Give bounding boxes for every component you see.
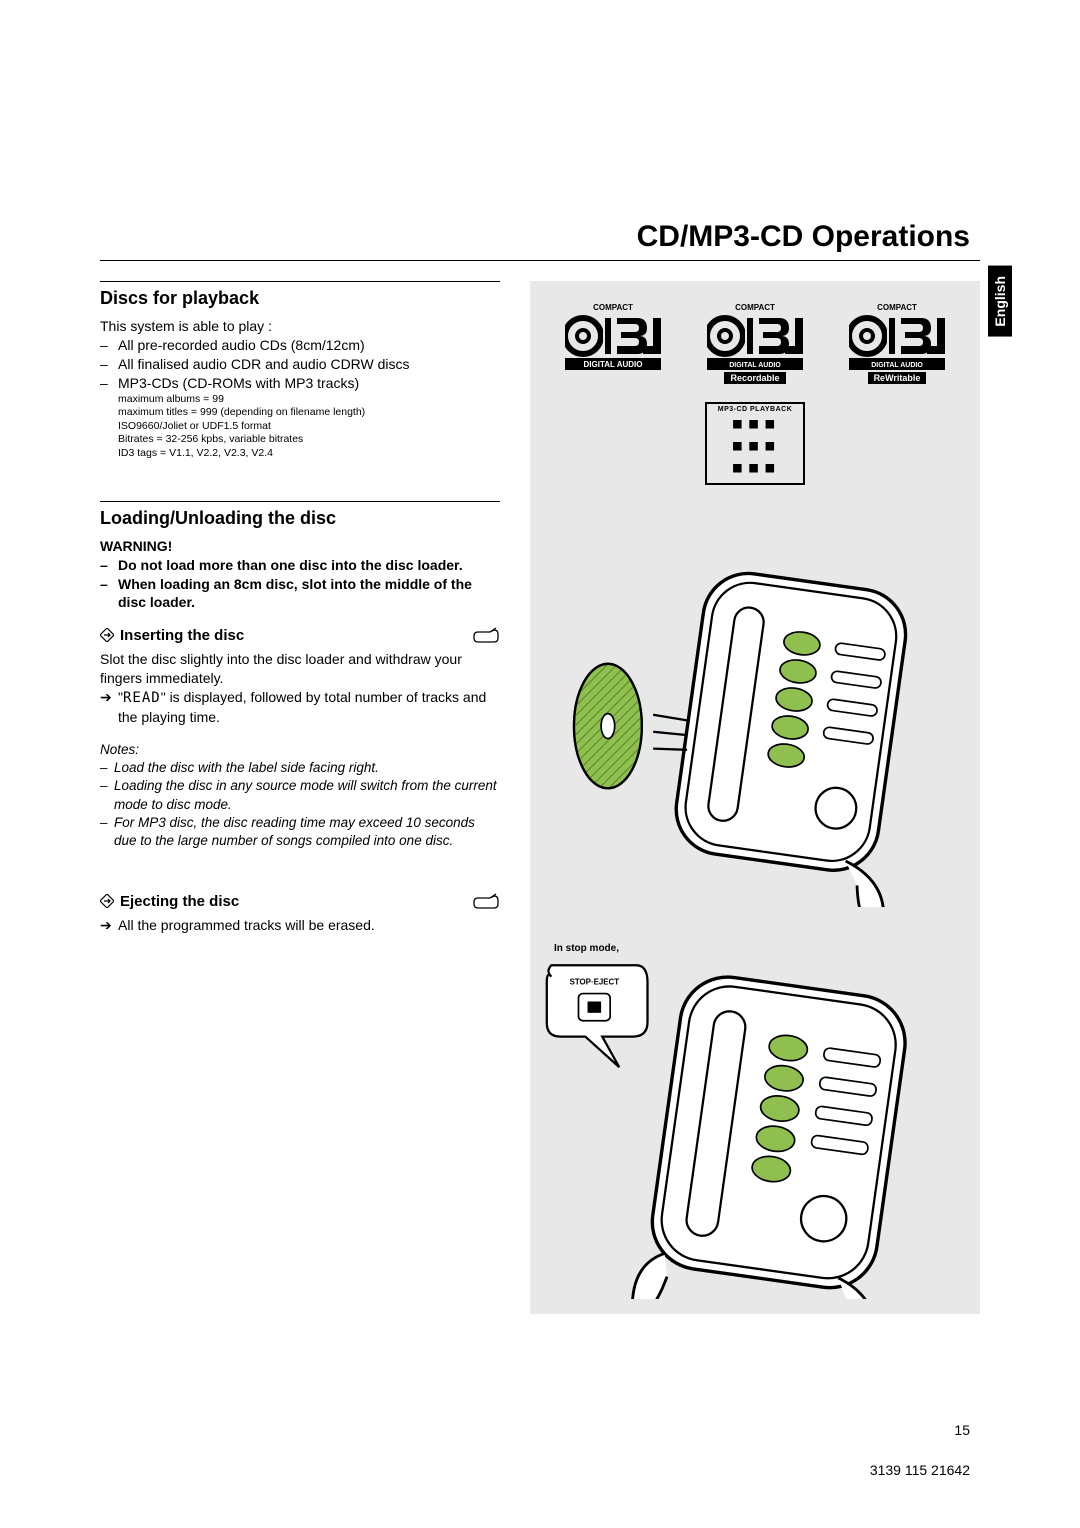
hand-pointing-icon (472, 892, 500, 910)
read-display-token: READ (123, 690, 161, 706)
warning-item: When loading an 8cm disc, slot into the … (100, 575, 500, 613)
compact-disc-logo: COMPACT DIGITAL AUDIO (546, 300, 680, 370)
insert-line1: Slot the disc slightly into the disc loa… (100, 650, 500, 688)
note-item: For MP3 disc, the disc reading time may … (100, 814, 500, 850)
discs-intro: This system is able to play : (100, 317, 500, 336)
page-number: 15 (954, 1422, 970, 1438)
notes-label: Notes: (100, 741, 500, 759)
ejecting-label: Ejecting the disc (120, 893, 239, 910)
compact-disc-rewritable-logo: COMPACT DIGITAL AUDIO ReWritable (830, 300, 964, 384)
section-loading-heading: Loading/Unloading the disc (100, 501, 500, 529)
note-item: Load the disc with the label side facing… (100, 759, 500, 777)
svg-text:DIGITAL AUDIO: DIGITAL AUDIO (584, 360, 643, 369)
disc-item: All pre-recorded audio CDs (8cm/12cm) (100, 336, 500, 355)
rewritable-label: ReWritable (868, 372, 927, 384)
page-title: CD/MP3-CD Operations (100, 220, 980, 261)
device-eject-illustration: In stop mode, STOP·EJECT (540, 937, 970, 1299)
stop-mode-label: In stop mode, (554, 943, 619, 954)
fine-line: ID3 tags = V1.1, V2.2, V2.3, V2.4 (118, 447, 500, 461)
right-column: COMPACT DIGITAL AUDIO COMPACT (530, 281, 980, 1314)
diamond-arrow-icon (100, 894, 114, 908)
recordable-label: Recordable (724, 372, 785, 384)
device-insert-illustration (540, 545, 970, 907)
svg-text:COMPACT: COMPACT (877, 303, 917, 312)
discs-list: All pre-recorded audio CDs (8cm/12cm) Al… (100, 336, 500, 393)
inserting-subheading: Inserting the disc (100, 626, 500, 644)
note-item: Loading the disc in any source mode will… (100, 777, 500, 813)
svg-text:DIGITAL AUDIO: DIGITAL AUDIO (871, 362, 923, 369)
fine-line: ISO9660/Joliet or UDF1.5 format (118, 420, 500, 434)
disc-badges-row: COMPACT DIGITAL AUDIO COMPACT (540, 296, 970, 394)
warning-label: WARNING! (100, 537, 500, 556)
mp3-text: ▪▪▪ ▪▪▪ ▪▪▪ (711, 413, 799, 479)
fine-line: Bitrates = 32-256 kpbs, variable bitrate… (118, 433, 500, 447)
diamond-arrow-icon (100, 628, 114, 642)
disc-item: All finalised audio CDR and audio CDRW d… (100, 355, 500, 374)
insert-line2: "READ" is displayed, followed by total n… (100, 688, 500, 727)
svg-text:DIGITAL AUDIO: DIGITAL AUDIO (729, 362, 781, 369)
notes-list: Load the disc with the label side facing… (100, 759, 500, 850)
fine-line: maximum titles = 999 (depending on filen… (118, 406, 500, 420)
hand-pointing-icon (472, 626, 500, 644)
document-number: 3139 115 21642 (870, 1462, 970, 1478)
disc-item: MP3-CDs (CD-ROMs with MP3 tracks) (100, 374, 500, 393)
language-tab: English (988, 266, 1012, 337)
section-discs-heading: Discs for playback (100, 281, 500, 309)
svg-text:STOP·EJECT: STOP·EJECT (570, 978, 620, 987)
svg-text:COMPACT: COMPACT (735, 303, 775, 312)
compact-text: COMPACT (593, 303, 633, 312)
warning-item: Do not load more than one disc into the … (100, 556, 500, 575)
insert-line2-suffix: " is displayed, followed by total number… (118, 689, 486, 725)
warning-list: Do not load more than one disc into the … (100, 556, 500, 613)
left-column: Discs for playback This system is able t… (100, 281, 500, 1314)
manual-page: English CD/MP3-CD Operations Discs for p… (0, 0, 1080, 1528)
fine-line: maximum albums = 99 (118, 393, 500, 407)
eject-line: All the programmed tracks will be erased… (100, 916, 500, 935)
ejecting-subheading: Ejecting the disc (100, 892, 500, 910)
discs-fineprint: maximum albums = 99 maximum titles = 999… (100, 393, 500, 461)
compact-disc-recordable-logo: COMPACT DIGITAL AUDIO Recordable (688, 300, 822, 384)
content-columns: Discs for playback This system is able t… (100, 281, 980, 1314)
inserting-label: Inserting the disc (120, 627, 244, 644)
mp3-badge: MP3-CD PLAYBACK ▪▪▪ ▪▪▪ ▪▪▪ (705, 402, 805, 485)
